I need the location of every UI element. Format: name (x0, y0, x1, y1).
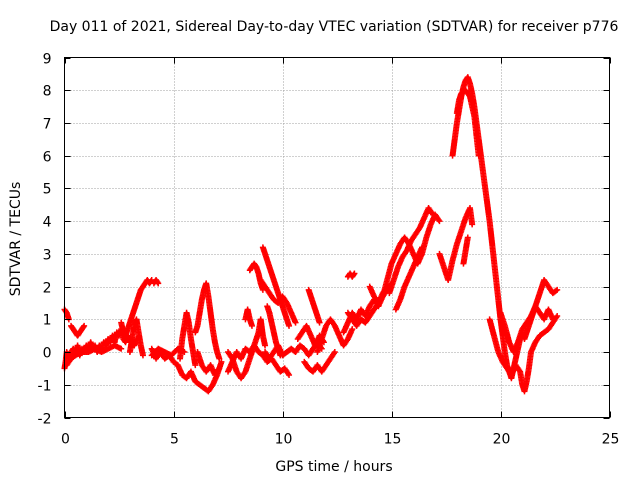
y-tick-label: 9 (43, 52, 52, 68)
data-point (460, 260, 467, 267)
chart-title: Day 011 of 2021, Sidereal Day-to-day VTE… (50, 19, 619, 35)
data-point (292, 319, 299, 326)
y-tick-label: 0 (43, 346, 52, 362)
plot-frame (64, 57, 610, 418)
data-point (475, 152, 482, 159)
data-point (549, 316, 556, 323)
axis-ticks (64, 57, 611, 419)
data-point (554, 313, 561, 320)
data-point (118, 345, 125, 352)
data-point (216, 355, 223, 362)
data-point (429, 211, 436, 218)
data-markers (61, 74, 561, 395)
y-tick-label: 4 (43, 215, 52, 231)
data-point (331, 349, 338, 356)
x-axis-title: GPS time / hours (275, 459, 392, 475)
data-point (286, 371, 293, 378)
y-tick-label: 8 (43, 84, 52, 100)
data-point (419, 244, 426, 251)
data-point (216, 365, 223, 372)
data-point (139, 352, 146, 359)
y-tick-label: 2 (43, 281, 52, 297)
x-tick-labels: 0 5 10 15 20 25 (61, 432, 619, 448)
y-tick-label: -2 (38, 412, 52, 428)
x-tick-label: 5 (170, 432, 179, 448)
data-point (554, 286, 561, 293)
data-point (262, 342, 269, 349)
y-tick-labels: -2 -1 0 1 2 3 4 5 6 7 8 9 (38, 52, 52, 428)
y-tick-label: 7 (43, 117, 52, 133)
data-point (286, 322, 293, 329)
data-point (81, 322, 88, 329)
data-point (218, 358, 225, 365)
data-point (436, 218, 443, 225)
x-tick-label: 25 (602, 432, 620, 448)
data-point (316, 319, 323, 326)
y-tick-label: 1 (43, 313, 52, 329)
y-tick-label: 5 (43, 182, 52, 198)
data-point (351, 270, 358, 277)
y-axis-title: SDTVAR / TECUs (8, 182, 24, 297)
data-point (248, 322, 255, 329)
y-tick-label: -1 (38, 379, 52, 395)
data-point (553, 287, 560, 294)
data-point (349, 326, 356, 333)
y-tick-label: 6 (43, 150, 52, 166)
data-point (155, 280, 162, 287)
x-tick-label: 10 (275, 432, 293, 448)
x-tick-label: 0 (61, 432, 70, 448)
x-tick-label: 20 (493, 432, 511, 448)
data-point (192, 362, 199, 369)
y-tick-label: 3 (43, 248, 52, 264)
x-tick-label: 15 (384, 432, 402, 448)
data-point (469, 221, 476, 228)
